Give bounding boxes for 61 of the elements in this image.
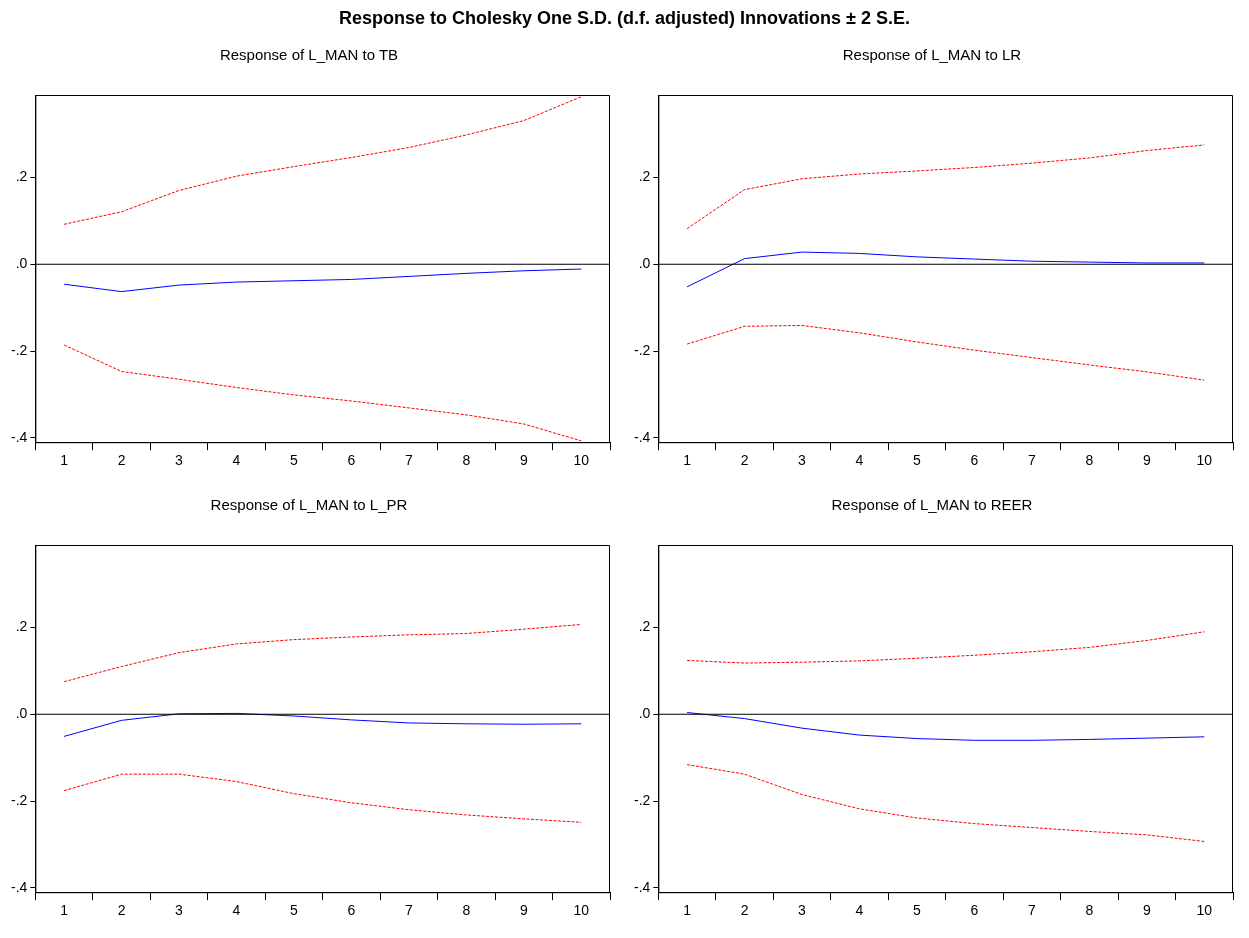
x-tick-label: 2 [117,452,126,469]
y-tick-label: -.4 [633,878,651,895]
x-tick-label: 3 [175,902,184,919]
chart-title: Response of L_MAN to L_PR [210,496,408,514]
x-tick-label: 1 [60,902,69,919]
x-tick-label: 3 [798,452,807,469]
x-tick-label: 1 [683,902,692,919]
y-tick-label: -.2 [10,341,28,358]
x-tick-label: 7 [1027,902,1036,919]
x-tick-label: 10 [1196,902,1213,919]
y-tick-label: .0 [638,255,651,272]
x-tick-label: 10 [573,452,590,469]
y-tick-label: -.4 [10,428,28,445]
x-tick-label: 1 [60,452,69,469]
y-tick-label: .0 [15,255,28,272]
x-tick-label: 7 [404,452,413,469]
x-tick-label: 7 [404,902,413,919]
x-tick-label: 9 [1142,902,1151,919]
x-tick-label: 7 [1027,452,1036,469]
x-tick-label: 3 [175,452,184,469]
y-tick-label: .2 [638,618,651,635]
x-tick-label: 5 [913,902,922,919]
y-tick-label: -.2 [10,791,28,808]
y-tick-label: .0 [15,705,28,722]
x-tick-label: 8 [462,452,471,469]
y-tick-label: .2 [15,168,28,185]
x-tick-label: 4 [232,902,241,919]
y-tick-label: -.4 [10,878,28,895]
chart-title: Response of L_MAN to LR [842,46,1022,64]
x-tick-label: 9 [1142,452,1151,469]
x-tick-label: 9 [519,452,528,469]
x-tick-label: 3 [798,902,807,919]
x-tick-label: 6 [347,452,356,469]
x-tick-label: 4 [855,452,864,469]
x-tick-label: 6 [347,902,356,919]
x-tick-label: 2 [740,452,749,469]
x-tick-label: 6 [970,452,979,469]
y-tick-label: -.2 [633,791,651,808]
chart-title: Response of L_MAN to REER [831,496,1033,514]
x-tick-label: 10 [573,902,590,919]
x-tick-label: 9 [519,902,528,919]
y-tick-label: -.2 [633,341,651,358]
text: Response to Cholesky One S.D. (d.f. adjusted) Innovations ± 2 S.E. [338,8,911,29]
x-tick-label: 5 [913,452,922,469]
x-tick-label: 8 [462,902,471,919]
x-tick-label: 4 [232,452,241,469]
y-tick-label: .2 [15,618,28,635]
x-tick-label: 2 [117,902,126,919]
y-tick-label: -.4 [633,428,651,445]
y-tick-label: .2 [638,168,651,185]
x-tick-label: 1 [683,452,692,469]
x-tick-label: 10 [1196,452,1213,469]
x-tick-label: 8 [1085,452,1094,469]
x-tick-label: 6 [970,902,979,919]
x-tick-label: 2 [740,902,749,919]
x-tick-label: 5 [290,452,299,469]
y-tick-label: .0 [638,705,651,722]
x-tick-label: 4 [855,902,864,919]
x-tick-label: 8 [1085,902,1094,919]
chart-title: Response of L_MAN to TB [219,46,399,64]
x-tick-label: 5 [290,902,299,919]
